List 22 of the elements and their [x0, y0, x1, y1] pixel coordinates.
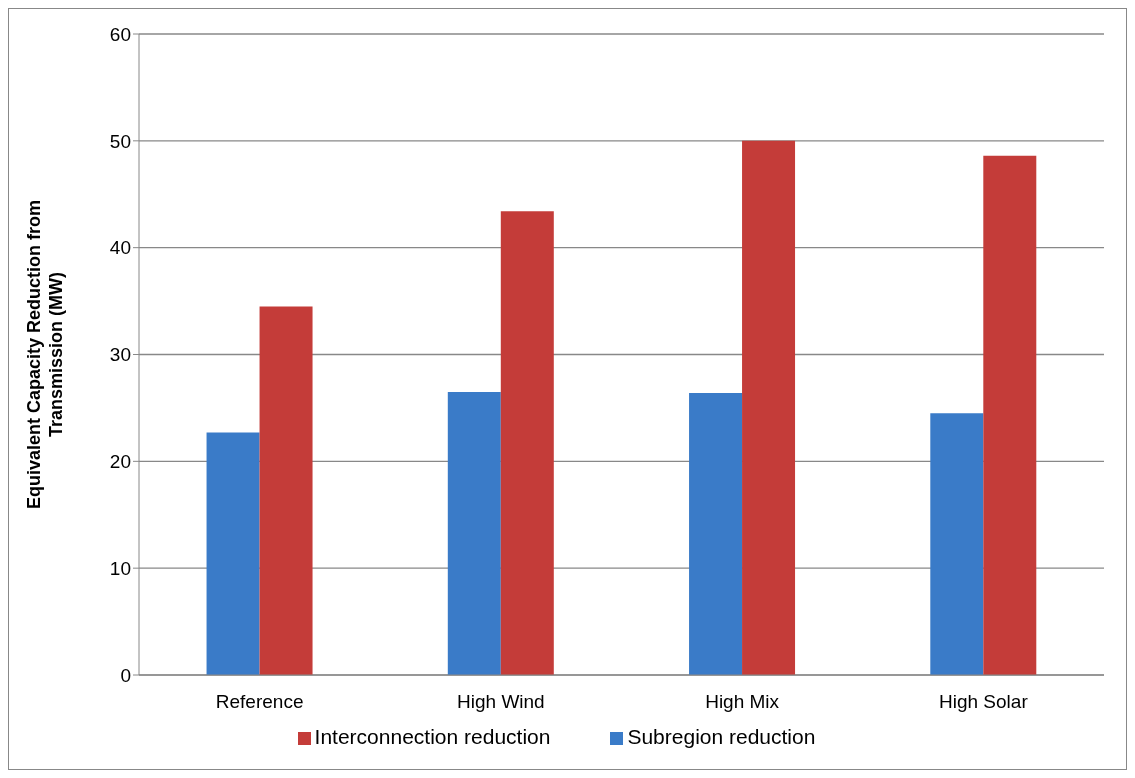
bar: [689, 392, 743, 675]
legend-label: Interconnection reduction: [314, 725, 551, 748]
y-tick-label: 30: [109, 344, 131, 366]
y-tick-label: 0: [120, 664, 131, 686]
bar: [447, 391, 501, 675]
y-axis-title: Equivalent Capacity Reduction from Transmission (MW): [24, 199, 66, 510]
x-tick-label: High Solar: [939, 691, 1029, 713]
x-tick-label: Reference: [215, 691, 304, 713]
y-tick-label: 10: [109, 557, 131, 579]
legend-label: Subregion reduction: [627, 725, 816, 748]
x-tick-label: High Wind: [457, 691, 545, 713]
y-tick-label: 50: [109, 130, 131, 152]
y-tick-label: 20: [109, 451, 131, 473]
bar: [500, 211, 554, 675]
bar: [983, 155, 1037, 675]
bar: [259, 306, 313, 675]
bar: [930, 413, 984, 675]
y-tick-label: 40: [109, 237, 131, 259]
x-tick-label: High Mix: [705, 691, 780, 713]
y-tick-label: 60: [109, 23, 131, 45]
bar: [206, 432, 260, 675]
bar: [742, 140, 796, 675]
